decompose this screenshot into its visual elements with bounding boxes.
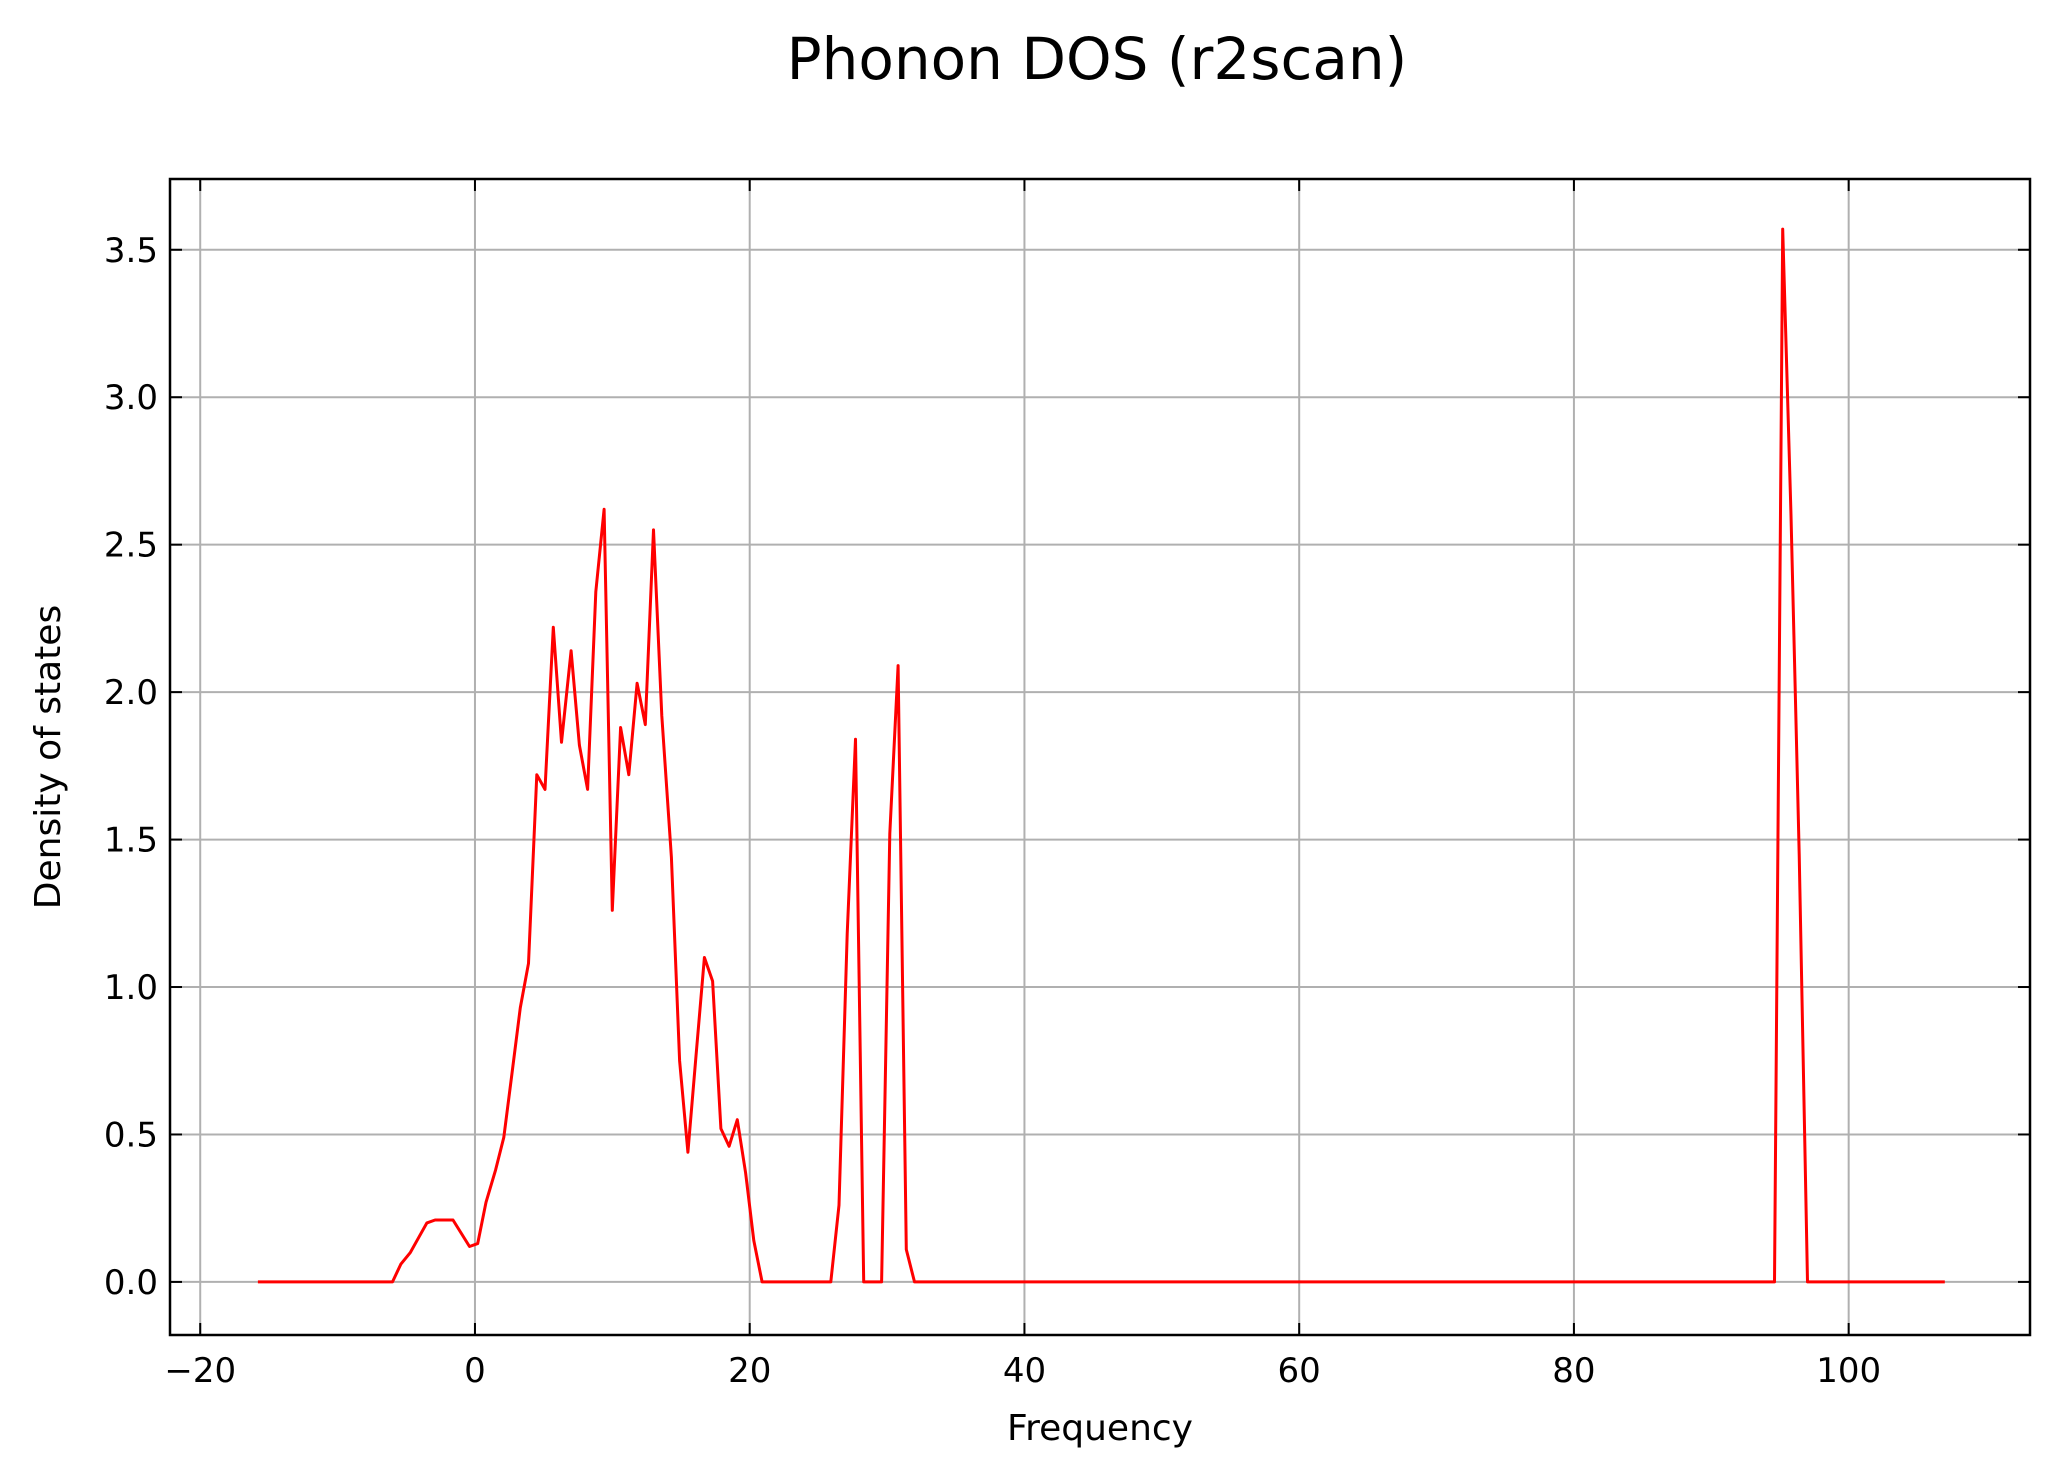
x-tick-label: 0	[464, 1351, 486, 1391]
y-tick-label: 1.5	[104, 821, 158, 861]
x-tick-label: 100	[1816, 1351, 1881, 1391]
y-axis-label: Density of states	[28, 605, 69, 909]
chart-title: Phonon DOS (r2scan)	[787, 25, 1408, 93]
series-layer	[257, 227, 1945, 1284]
x-tick-label: 60	[1278, 1351, 1321, 1391]
x-tick-label: 40	[1003, 1351, 1046, 1391]
x-tick-label: 80	[1552, 1351, 1595, 1391]
y-tick-label: 3.0	[104, 378, 158, 418]
dos-line-series	[257, 227, 1945, 1284]
y-tick-label: 2.0	[104, 673, 158, 713]
y-tick-label: 0.0	[104, 1263, 158, 1303]
y-tick-label: 3.5	[104, 231, 158, 271]
axis-ticks: −20 0 20 40 60 80 100 0.0 0.5 1.0 1.5 2.0 2.5 3.0 3.5	[104, 179, 2030, 1391]
y-tick-label: 1.0	[104, 968, 158, 1008]
y-tick-label: 2.5	[104, 526, 158, 566]
y-tick-label: 0.5	[104, 1115, 158, 1155]
x-tick-label: 20	[728, 1351, 771, 1391]
x-tick-label: −20	[164, 1351, 236, 1391]
grid-lines	[170, 179, 2030, 1335]
x-axis-label: Frequency	[1007, 1408, 1193, 1449]
plot-area-frame	[168, 177, 2032, 1337]
